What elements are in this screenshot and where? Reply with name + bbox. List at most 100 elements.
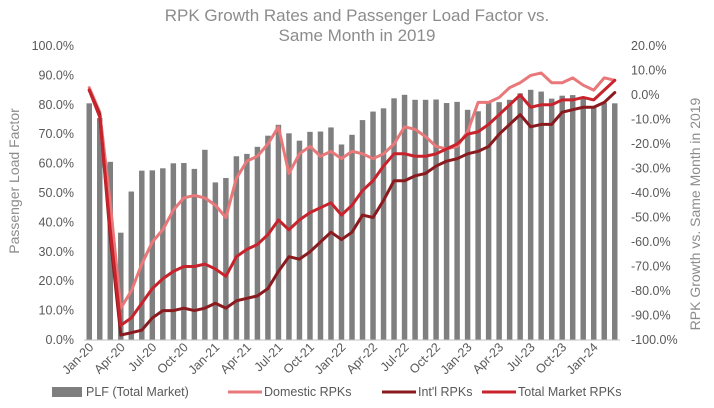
bar-jul-23 [527,89,534,340]
x-tick-label: Apr-20 [91,340,127,376]
x-tick-label: Apr-22 [344,340,380,376]
bar-may-23 [506,99,513,340]
bar-dec-22 [454,101,460,340]
legend-label-int-l-rpks: Int'l RPKs [418,385,473,399]
chart-title-line-2: Same Month in 2019 [279,26,436,45]
bar-series-plf [86,89,618,341]
bar-apr-20 [118,232,124,340]
bar-apr-23 [496,102,502,341]
bar-jun-20 [139,170,145,340]
x-tick-label: Oct-20 [155,340,191,376]
line-domestic-rpks [87,71,617,310]
legend: PLF (Total Market) Domestic RPKs Int'l RPK… [52,385,622,399]
x-tick-label: Oct-23 [533,340,569,376]
x-tick-label: Oct-21 [281,340,317,376]
legend-label-plf-total-market: PLF (Total Market) [86,385,189,399]
bar-jun-21 [265,135,271,340]
bar-jan-23 [464,109,471,340]
bar-jan-21 [212,182,219,340]
right-tick-label: -90.0% [631,309,671,323]
bar-may-20 [128,191,135,340]
chart-title-line-1: RPK Growth Rates and Passenger Load Fact… [165,6,550,25]
left-tick-label: 70.0% [39,127,74,141]
x-tick-label: Jan-21 [186,340,223,377]
x-tick-label: Jul-20 [125,340,159,374]
left-tick-label: 90.0% [39,68,74,82]
bar-jun-23 [517,93,523,340]
bar-jul-20 [149,170,156,340]
left-tick-label: 20.0% [39,274,74,288]
bar-oct-23 [559,95,565,340]
left-tick-label: 30.0% [39,245,74,259]
right-tick-label: 0.0% [631,88,660,102]
bar-oct-21 [307,131,313,340]
bar-jan-24 [590,106,597,340]
bar-sep-22 [422,99,429,340]
left-tick-label: 10.0% [39,304,74,318]
bar-aug-22 [412,99,418,340]
right-tick-label: -40.0% [631,186,671,200]
x-tick-label: Jan-22 [312,340,349,377]
x-tick-label: Apr-23 [470,340,506,376]
line-int-l-rpks [87,88,617,337]
bar-oct-20 [181,163,187,340]
bar-aug-20 [160,168,166,340]
bar-feb-23 [475,111,481,341]
left-tick-label: 80.0% [39,98,74,112]
line-series-group [87,71,617,337]
bar-nov-21 [317,131,324,340]
bar-apr-21 [244,153,250,340]
right-tick-label: -30.0% [631,162,671,176]
bar-dec-23 [580,96,586,340]
bar-apr-22 [370,111,376,340]
x-tick-label: Oct-22 [407,340,443,376]
bar-nov-23 [569,95,576,340]
right-tick-label: 20.0% [631,39,666,53]
bar-jan-20 [86,103,92,340]
bar-sep-20 [170,163,177,340]
bar-sep-23 [548,98,555,340]
bar-mar-23 [485,102,492,341]
x-tick-label: Jan-23 [438,340,475,377]
bar-jul-21 [275,124,282,340]
right-tick-label: -100.0% [631,333,678,347]
right-axis-title: RPK Growth vs. Same Month in 2019 [687,97,703,330]
x-axis-ticks: Jan-20Apr-20Jul-20Oct-20Jan-21Apr-21Jul-… [59,340,600,377]
line-total-market-rpks [87,78,617,327]
bar-may-22 [380,108,387,340]
bar-nov-22 [443,103,450,340]
x-tick-label: Jul-22 [378,340,412,374]
bar-mar-22 [359,120,366,340]
left-tick-label: 50.0% [39,186,74,200]
left-axis-ticks: 0.0% 10.0% 20.0% 30.0% 40.0% 50.0% 60.0% 70.0% 8… [32,39,74,347]
bar-nov-20 [191,168,198,340]
bar-feb-21 [223,178,229,340]
legend-label-total-market-rpks: Total Market RPKs [518,385,622,399]
left-axis-title: Passenger Load Factor [6,108,22,254]
bar-sep-21 [296,140,303,340]
left-tick-label: 40.0% [39,215,74,229]
right-tick-label: -70.0% [631,260,671,274]
bar-aug-23 [538,91,544,340]
x-tick-label: Jul-23 [504,340,538,374]
right-tick-label: -50.0% [631,211,671,225]
bar-oct-22 [433,99,439,340]
right-tick-label: -60.0% [631,235,671,249]
bar-jun-22 [391,98,397,340]
left-tick-label: 100.0% [32,39,74,53]
right-tick-label: -10.0% [631,113,671,127]
bar-aug-21 [286,133,292,340]
bar-mar-24 [612,103,618,340]
x-tick-label: Jan-24 [564,340,601,377]
right-tick-label: -20.0% [631,137,671,151]
legend-label-domestic-rpks: Domestic RPKs [264,385,352,399]
bar-dec-20 [202,149,208,340]
right-axis-ticks: -100.0% -90.0% -80.0% -70.0% -60.0% -50.0% -40… [631,39,678,347]
left-tick-label: 0.0% [46,333,75,347]
bar-jul-22 [401,94,408,340]
x-tick-label: Jul-21 [252,340,286,374]
right-tick-label: 10.0% [631,64,666,78]
bar-feb-20 [97,118,103,340]
